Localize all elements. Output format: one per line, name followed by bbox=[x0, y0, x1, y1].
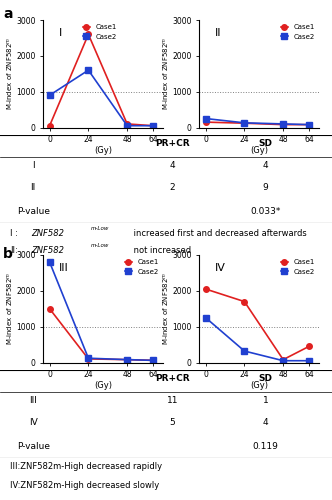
Y-axis label: M-index of ZNF582$^m$: M-index of ZNF582$^m$ bbox=[5, 38, 15, 110]
Text: SD: SD bbox=[259, 140, 273, 148]
Text: b: b bbox=[3, 248, 13, 262]
Text: 9: 9 bbox=[263, 183, 269, 192]
Y-axis label: M-index of ZNF582$^m$: M-index of ZNF582$^m$ bbox=[161, 38, 171, 110]
Legend: Case1, Case2: Case1, Case2 bbox=[122, 256, 162, 278]
Text: increased first and decreased afterwards: increased first and decreased afterwards bbox=[131, 230, 307, 238]
Text: II:: II: bbox=[10, 246, 18, 255]
Legend: Case1, Case2: Case1, Case2 bbox=[278, 256, 318, 278]
Text: IV:ZNF582m-High decreased slowly: IV:ZNF582m-High decreased slowly bbox=[10, 480, 159, 490]
Text: m-Low: m-Low bbox=[91, 226, 110, 231]
Text: PR+CR: PR+CR bbox=[155, 374, 190, 384]
Text: P-value: P-value bbox=[17, 207, 50, 216]
Text: ZNF582: ZNF582 bbox=[32, 230, 64, 238]
Y-axis label: M-index of ZNF582$^m$: M-index of ZNF582$^m$ bbox=[5, 272, 15, 345]
X-axis label: (Gy): (Gy) bbox=[94, 146, 112, 154]
Text: I :: I : bbox=[10, 230, 18, 238]
Text: II: II bbox=[215, 28, 221, 38]
Text: III: III bbox=[59, 262, 68, 272]
Text: 4: 4 bbox=[263, 418, 268, 427]
Text: 4: 4 bbox=[170, 161, 175, 170]
Text: 4: 4 bbox=[263, 161, 268, 170]
Text: IV: IV bbox=[29, 418, 38, 427]
Text: SD: SD bbox=[259, 374, 273, 384]
Text: III: III bbox=[29, 396, 37, 405]
Text: I: I bbox=[32, 161, 35, 170]
Y-axis label: M-index of ZNF582$^m$: M-index of ZNF582$^m$ bbox=[161, 272, 171, 345]
Text: ZNF582: ZNF582 bbox=[32, 246, 64, 255]
Text: 11: 11 bbox=[167, 396, 178, 405]
Legend: Case1, Case2: Case1, Case2 bbox=[278, 22, 318, 42]
Text: P-value: P-value bbox=[17, 442, 50, 451]
Text: I: I bbox=[59, 28, 62, 38]
Text: II: II bbox=[31, 183, 36, 192]
X-axis label: (Gy): (Gy) bbox=[250, 146, 268, 154]
Text: IV: IV bbox=[215, 262, 226, 272]
Text: 0.033*: 0.033* bbox=[250, 207, 281, 216]
X-axis label: (Gy): (Gy) bbox=[94, 380, 112, 390]
Text: 1: 1 bbox=[263, 396, 269, 405]
Text: a: a bbox=[3, 8, 13, 22]
Text: not increased: not increased bbox=[131, 246, 191, 255]
X-axis label: (Gy): (Gy) bbox=[250, 380, 268, 390]
Text: 0.119: 0.119 bbox=[253, 442, 279, 451]
Text: 2: 2 bbox=[170, 183, 175, 192]
Text: PR+CR: PR+CR bbox=[155, 140, 190, 148]
Legend: Case1, Case2: Case1, Case2 bbox=[80, 22, 120, 42]
Text: m-Low: m-Low bbox=[91, 242, 110, 248]
Text: 5: 5 bbox=[170, 418, 176, 427]
Text: III:ZNF582m-High decreased rapidly: III:ZNF582m-High decreased rapidly bbox=[10, 462, 162, 471]
